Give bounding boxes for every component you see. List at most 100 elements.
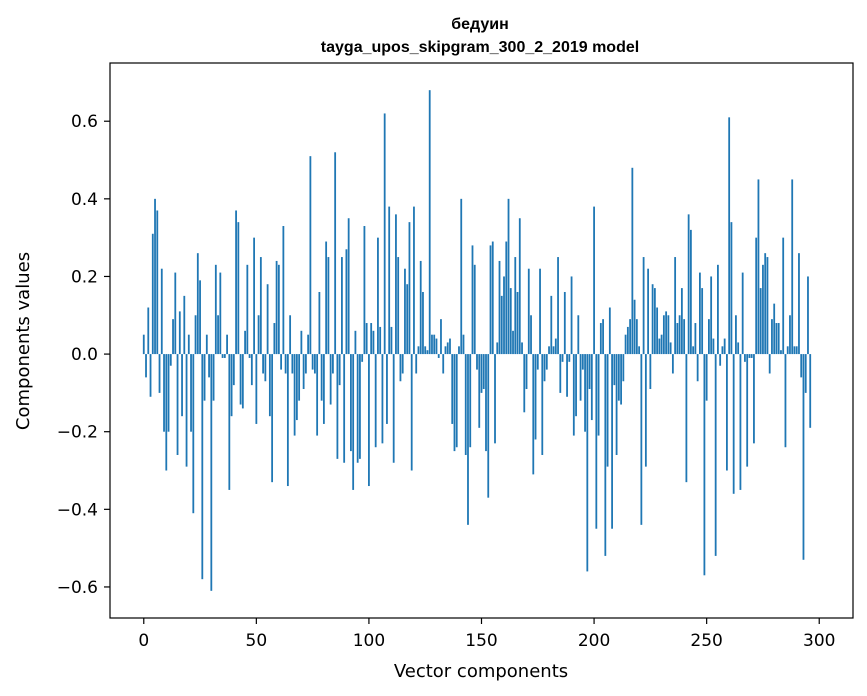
bar	[165, 354, 168, 471]
bar	[309, 156, 312, 355]
bar	[687, 214, 690, 355]
bar	[156, 210, 159, 355]
bar	[509, 288, 512, 355]
x-tick-label: 0	[138, 631, 149, 651]
bar	[174, 272, 177, 355]
bar	[732, 354, 735, 494]
bar	[336, 354, 339, 459]
bar	[480, 354, 483, 393]
bar	[356, 354, 359, 463]
bar	[365, 323, 368, 355]
bar	[527, 268, 530, 355]
bar	[345, 249, 348, 355]
bar	[667, 315, 670, 355]
bar	[368, 354, 370, 487]
bar	[350, 354, 352, 452]
bar	[791, 179, 794, 355]
bar	[750, 354, 753, 358]
bar	[199, 280, 201, 355]
bar	[291, 354, 294, 374]
bar	[354, 330, 357, 355]
bar	[804, 354, 807, 393]
bar	[536, 354, 539, 370]
bar	[221, 354, 224, 358]
bar	[680, 288, 683, 355]
bar	[404, 268, 406, 355]
bar	[424, 346, 427, 355]
bar	[433, 334, 436, 355]
bar	[557, 257, 559, 355]
bar	[514, 257, 517, 355]
bar	[617, 354, 620, 401]
bar	[771, 319, 773, 355]
bar	[147, 307, 150, 355]
bar	[205, 334, 208, 355]
bar	[482, 354, 485, 390]
x-axis-label: Vector components	[394, 661, 568, 682]
bar	[561, 354, 564, 362]
bar	[334, 152, 337, 355]
bar	[284, 354, 287, 374]
bar	[395, 214, 397, 355]
bar	[451, 354, 454, 424]
bar	[491, 241, 494, 355]
bar	[295, 354, 298, 421]
bar	[611, 354, 613, 529]
bar	[753, 354, 755, 444]
bar	[469, 354, 472, 448]
bar	[581, 354, 584, 370]
bar	[458, 346, 460, 355]
bar	[313, 354, 316, 374]
bar	[212, 354, 215, 401]
bar	[316, 354, 319, 436]
bar	[181, 354, 183, 417]
bar	[413, 206, 415, 355]
bar	[455, 354, 458, 448]
bar	[374, 354, 377, 448]
bar	[332, 354, 334, 374]
bar	[735, 315, 737, 355]
bar	[302, 354, 305, 390]
bar	[633, 299, 636, 355]
bar	[599, 323, 602, 355]
bar	[545, 354, 548, 370]
bar	[696, 354, 699, 382]
bar	[721, 346, 724, 355]
bar	[714, 354, 717, 556]
bar	[640, 354, 643, 525]
bar	[275, 260, 278, 355]
bar	[388, 206, 391, 355]
bar	[379, 326, 382, 355]
bar	[219, 272, 222, 355]
bar	[507, 198, 510, 355]
bar	[780, 350, 782, 355]
bar	[183, 295, 186, 355]
bar	[775, 323, 778, 355]
bar	[381, 354, 384, 444]
bar	[739, 354, 742, 490]
bar	[602, 319, 604, 355]
bar	[446, 342, 449, 355]
bar	[262, 354, 264, 374]
bar	[311, 354, 314, 370]
bar	[341, 257, 343, 355]
bar	[615, 354, 618, 455]
bar	[246, 264, 249, 355]
bar	[694, 323, 697, 355]
bar	[626, 326, 629, 355]
bar	[271, 354, 274, 483]
bar	[406, 284, 409, 355]
bar	[361, 354, 364, 362]
bar	[377, 237, 379, 355]
bar	[669, 342, 672, 355]
bar	[638, 346, 641, 355]
chart-title: бедуин	[451, 16, 509, 33]
bar	[559, 354, 562, 393]
bar	[237, 222, 240, 355]
bar	[777, 323, 780, 355]
bar	[521, 342, 523, 355]
bar	[586, 354, 589, 572]
bar	[203, 354, 206, 401]
bar	[595, 354, 598, 529]
